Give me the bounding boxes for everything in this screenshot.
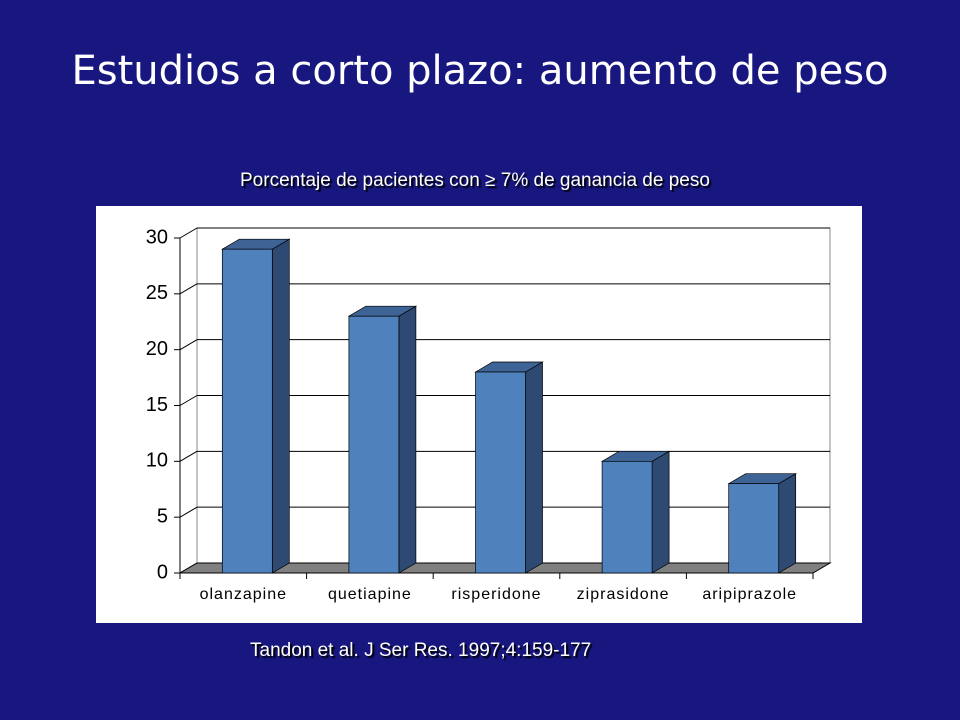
- bar-side: [271, 238, 290, 574]
- y-tick-label: 25: [146, 282, 168, 304]
- bar-side: [525, 361, 543, 574]
- source: Tandon et al. J Ser Res. 1997;4:159-177: [250, 640, 592, 661]
- bar-side: [778, 473, 797, 574]
- grid-line: [179, 227, 198, 239]
- chart: 0 5 10 15 20 25 30 olanzapine quetiapine risperid…: [96, 206, 862, 623]
- bar: [475, 371, 526, 574]
- bar: [728, 483, 780, 574]
- bar-side: [651, 450, 670, 574]
- bar: [221, 248, 273, 574]
- bar: [601, 460, 653, 574]
- grid-line: [179, 450, 198, 462]
- y-tick-label: 5: [157, 505, 168, 527]
- y-tick-label: 0: [157, 561, 168, 583]
- bar-side: [398, 305, 417, 574]
- y-tick-label: 20: [146, 338, 168, 360]
- grid-line: [179, 283, 198, 295]
- chart-title: Porcentaje de pacientes con ≥ 7% de gana…: [240, 170, 710, 191]
- y-tick-label: 30: [146, 226, 168, 248]
- x-tick-label: ziprasidone: [577, 586, 670, 603]
- x-tick-label: quetiapine: [328, 586, 412, 603]
- grid-line: [179, 506, 198, 518]
- y-tick-label: 15: [146, 394, 168, 416]
- x-tick-label: aripiprazole: [702, 586, 797, 603]
- x-tick-label: olanzapine: [200, 586, 287, 603]
- grid-line: [179, 395, 198, 406]
- grid-line: [179, 339, 198, 351]
- x-tick-label: risperidone: [451, 586, 541, 603]
- slide-title: Estudios a corto plazo: aumento de peso: [71, 48, 889, 94]
- y-tick-label: 10: [146, 450, 168, 472]
- bar: [348, 315, 400, 574]
